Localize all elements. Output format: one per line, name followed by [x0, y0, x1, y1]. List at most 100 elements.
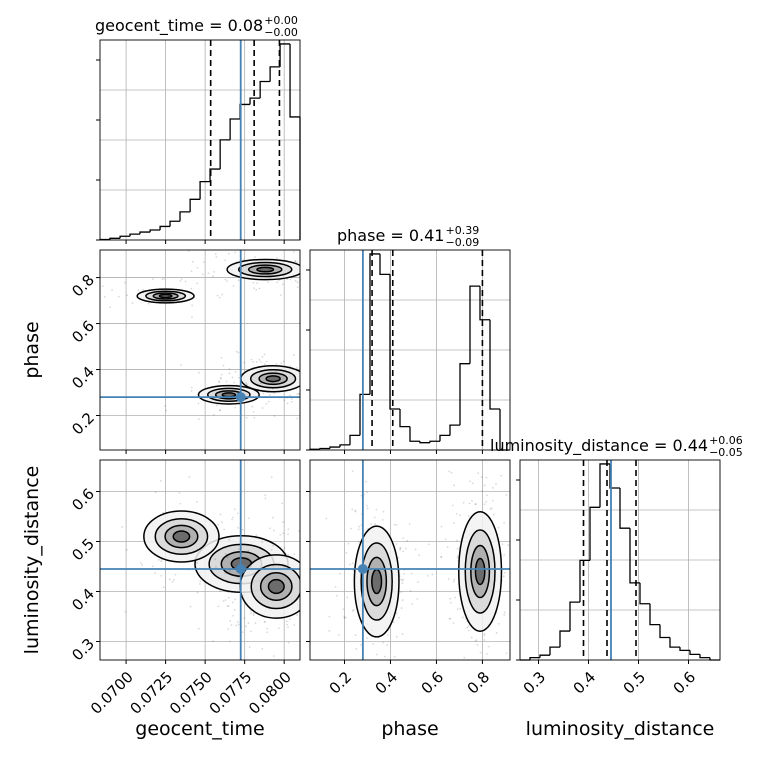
- sample-point: [490, 507, 493, 510]
- sample-point: [121, 526, 123, 528]
- sample-point: [252, 411, 255, 413]
- sample-point: [229, 562, 232, 564]
- sample-point: [231, 601, 234, 604]
- sample-point: [263, 363, 266, 366]
- sample-point: [440, 556, 443, 558]
- sample-point: [126, 294, 128, 297]
- sample-point: [305, 356, 307, 358]
- sample-point: [279, 533, 282, 536]
- sample-point: [308, 581, 310, 583]
- sample-point: [306, 596, 308, 598]
- sample-point: [270, 548, 273, 551]
- truth-marker: [357, 564, 368, 574]
- sample-point: [293, 553, 296, 556]
- sample-point: [289, 278, 292, 281]
- sample-point: [191, 316, 193, 319]
- hist-bin: [619, 488, 630, 529]
- hist-bin: [169, 220, 180, 227]
- panel-frame: [309, 249, 511, 451]
- sample-point: [217, 523, 220, 526]
- sample-point: [245, 625, 247, 628]
- sample-point: [196, 282, 199, 285]
- sample-point: [109, 306, 112, 309]
- sample-point: [267, 400, 270, 403]
- sample-point: [468, 714, 470, 716]
- sample-point: [456, 556, 459, 559]
- sample-point: [392, 621, 395, 623]
- x-tick-label: 0.4: [372, 668, 402, 698]
- sample-point: [403, 573, 405, 575]
- sample-point: [483, 484, 486, 487]
- sample-point: [387, 634, 389, 637]
- sample-point: [296, 614, 299, 616]
- sample-point: [227, 627, 230, 630]
- sample-point: [212, 640, 214, 643]
- sample-point: [215, 565, 217, 568]
- sample-point: [297, 393, 300, 395]
- sample-point: [234, 370, 237, 373]
- y-tick-label: 0.3: [68, 635, 98, 665]
- sample-point: [287, 533, 289, 536]
- sample-point: [248, 646, 251, 648]
- sample-point: [154, 491, 157, 494]
- hist-bin: [129, 233, 140, 237]
- sample-point: [500, 474, 503, 477]
- sample-point: [418, 554, 421, 557]
- sample-point: [258, 358, 261, 361]
- hist-bin: [149, 229, 161, 233]
- x-axis-label: phase: [381, 718, 438, 740]
- sample-point: [256, 282, 259, 285]
- hist-bin: [189, 198, 201, 212]
- hist-bin: [449, 424, 460, 436]
- panel-frame: [99, 39, 301, 241]
- sample-point: [497, 622, 500, 625]
- sample-point: [292, 250, 295, 253]
- sample-point: [487, 667, 489, 669]
- sample-point: [265, 390, 268, 392]
- hist-bin: [699, 654, 710, 659]
- sample-point: [483, 634, 486, 637]
- hist-bin: [249, 97, 261, 105]
- histogram-title: luminosity_distance = 0.44: [490, 436, 708, 456]
- sample-point: [286, 623, 289, 626]
- sample-point: [212, 275, 214, 278]
- sample-point: [250, 612, 253, 615]
- truth-marker: [235, 392, 246, 403]
- sample-point: [307, 537, 309, 539]
- sample-point: [449, 601, 452, 604]
- sample-point: [302, 599, 304, 601]
- hist-bin: [409, 426, 420, 442]
- sample-point: [497, 526, 500, 529]
- hist-bin: [349, 434, 360, 445]
- sample-point: [255, 360, 258, 363]
- sample-point: [163, 277, 166, 280]
- sample-point: [375, 653, 378, 656]
- sample-point: [234, 598, 237, 601]
- title-error-plus: +0.00: [264, 14, 298, 27]
- sample-point: [343, 615, 346, 618]
- y-tick-label: 0.6: [68, 317, 98, 347]
- histogram-title: geocent_time = 0.08: [95, 16, 263, 36]
- sample-point: [253, 287, 256, 290]
- sample-point: [224, 552, 227, 555]
- sample-point: [197, 371, 200, 374]
- sample-point: [395, 635, 398, 638]
- sample-point: [411, 603, 414, 605]
- sample-point: [402, 550, 405, 553]
- sample-point: [236, 512, 239, 515]
- sample-point: [219, 409, 221, 412]
- hist-bin: [119, 235, 131, 239]
- sample-point: [224, 572, 227, 575]
- sample-point: [237, 576, 240, 579]
- sample-point: [296, 261, 299, 264]
- hist-bin: [269, 66, 281, 82]
- sample-point: [229, 570, 231, 572]
- sample-point: [337, 633, 340, 636]
- sample-point: [495, 632, 498, 634]
- hist-bin: [689, 650, 700, 656]
- sample-point: [507, 544, 510, 547]
- sample-point: [296, 392, 299, 395]
- sample-point: [410, 572, 413, 575]
- sample-point: [220, 293, 223, 296]
- sample-point: [365, 480, 367, 483]
